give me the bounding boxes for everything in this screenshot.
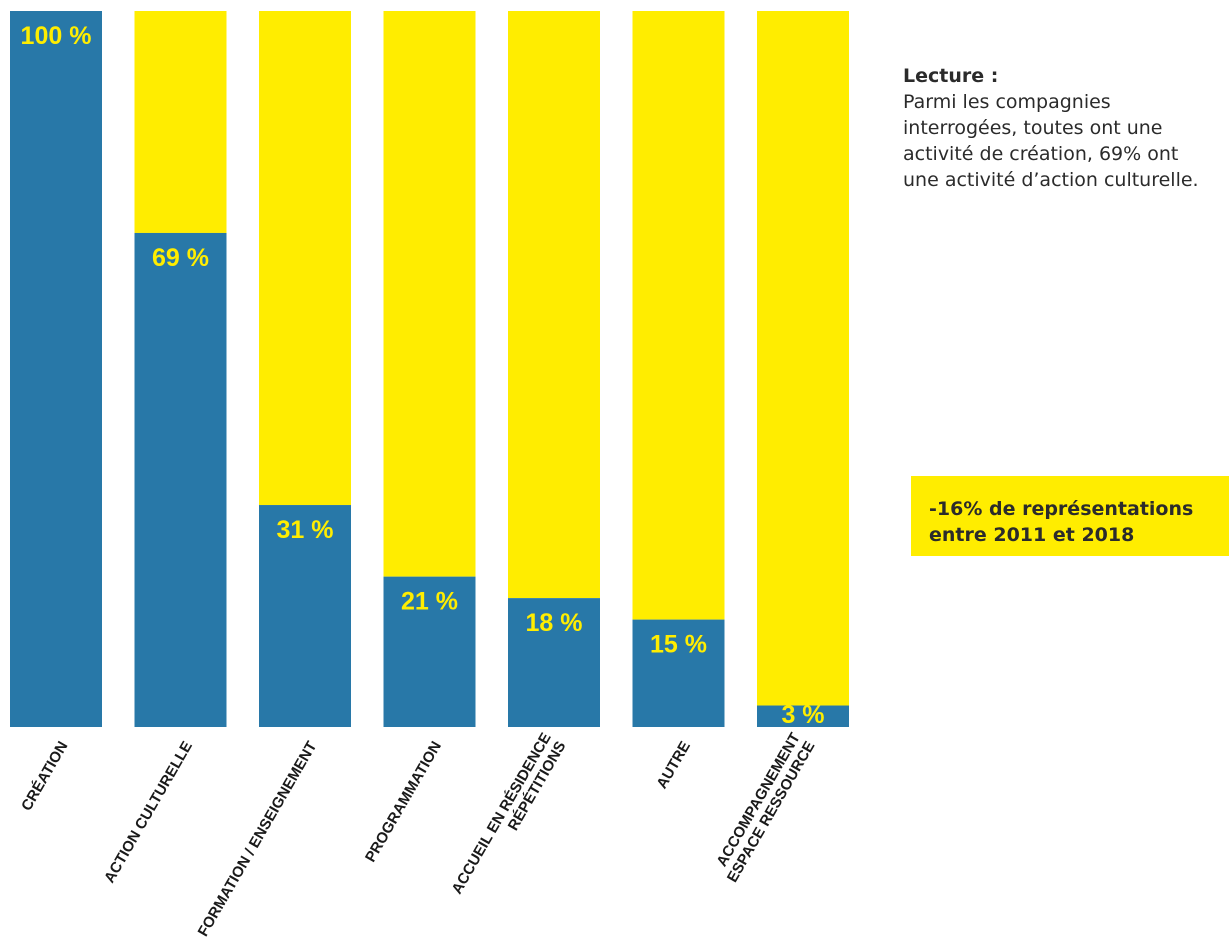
reading-note-text: Parmi les compagnies interrogées, toutes… xyxy=(903,91,1199,191)
category-label-line: CRÉATION xyxy=(18,739,71,814)
bar xyxy=(508,598,600,727)
bar-value-label: 69 % xyxy=(152,244,209,272)
bar xyxy=(757,705,849,727)
bar-value-label: 18 % xyxy=(526,609,583,637)
category-label: PROGRAMMATION xyxy=(362,739,445,866)
category-label-line: FORMATION / ENSEIGNEMENT xyxy=(195,739,321,940)
category-label: ACTION CULTURELLE xyxy=(101,739,196,887)
bar xyxy=(383,576,476,727)
bar-chart: 100 % CRÉATION 69 % ACTION CULTURELLE 31 % FO… xyxy=(10,11,849,940)
category-label: FORMATION / ENSEIGNEMENT xyxy=(195,739,321,940)
bar-value-label: 31 % xyxy=(277,516,334,544)
category-label: AUTRE xyxy=(653,739,694,792)
bar xyxy=(134,232,227,727)
category-label-line: ACCUEIL EN RÉSIDENCE xyxy=(448,730,554,897)
bar-value-label: 21 % xyxy=(401,588,458,616)
bar-remainder xyxy=(259,11,351,506)
reading-note-title: Lecture : xyxy=(903,65,999,87)
highlight-callout: -16% de représentations entre 2011 et 20… xyxy=(911,476,1229,556)
bar-remainder xyxy=(134,11,227,233)
bar-remainder xyxy=(632,11,725,620)
bar xyxy=(10,11,102,727)
bar xyxy=(632,619,725,727)
bar-remainder xyxy=(757,11,849,706)
bar-value-label: 3 % xyxy=(781,701,824,729)
category-label-line: PROGRAMMATION xyxy=(362,739,445,866)
bar-remainder xyxy=(508,11,600,599)
category-label-line: ACTION CULTURELLE xyxy=(101,739,196,887)
bar-value-label: 15 % xyxy=(650,631,707,659)
category-label: CRÉATION xyxy=(18,739,71,814)
bar xyxy=(259,505,351,727)
reading-note: Lecture : Parmi les compagnies interrogé… xyxy=(903,63,1203,193)
bar-remainder xyxy=(383,11,476,577)
category-label-line: AUTRE xyxy=(653,739,694,792)
bar-value-label: 100 % xyxy=(21,22,92,50)
